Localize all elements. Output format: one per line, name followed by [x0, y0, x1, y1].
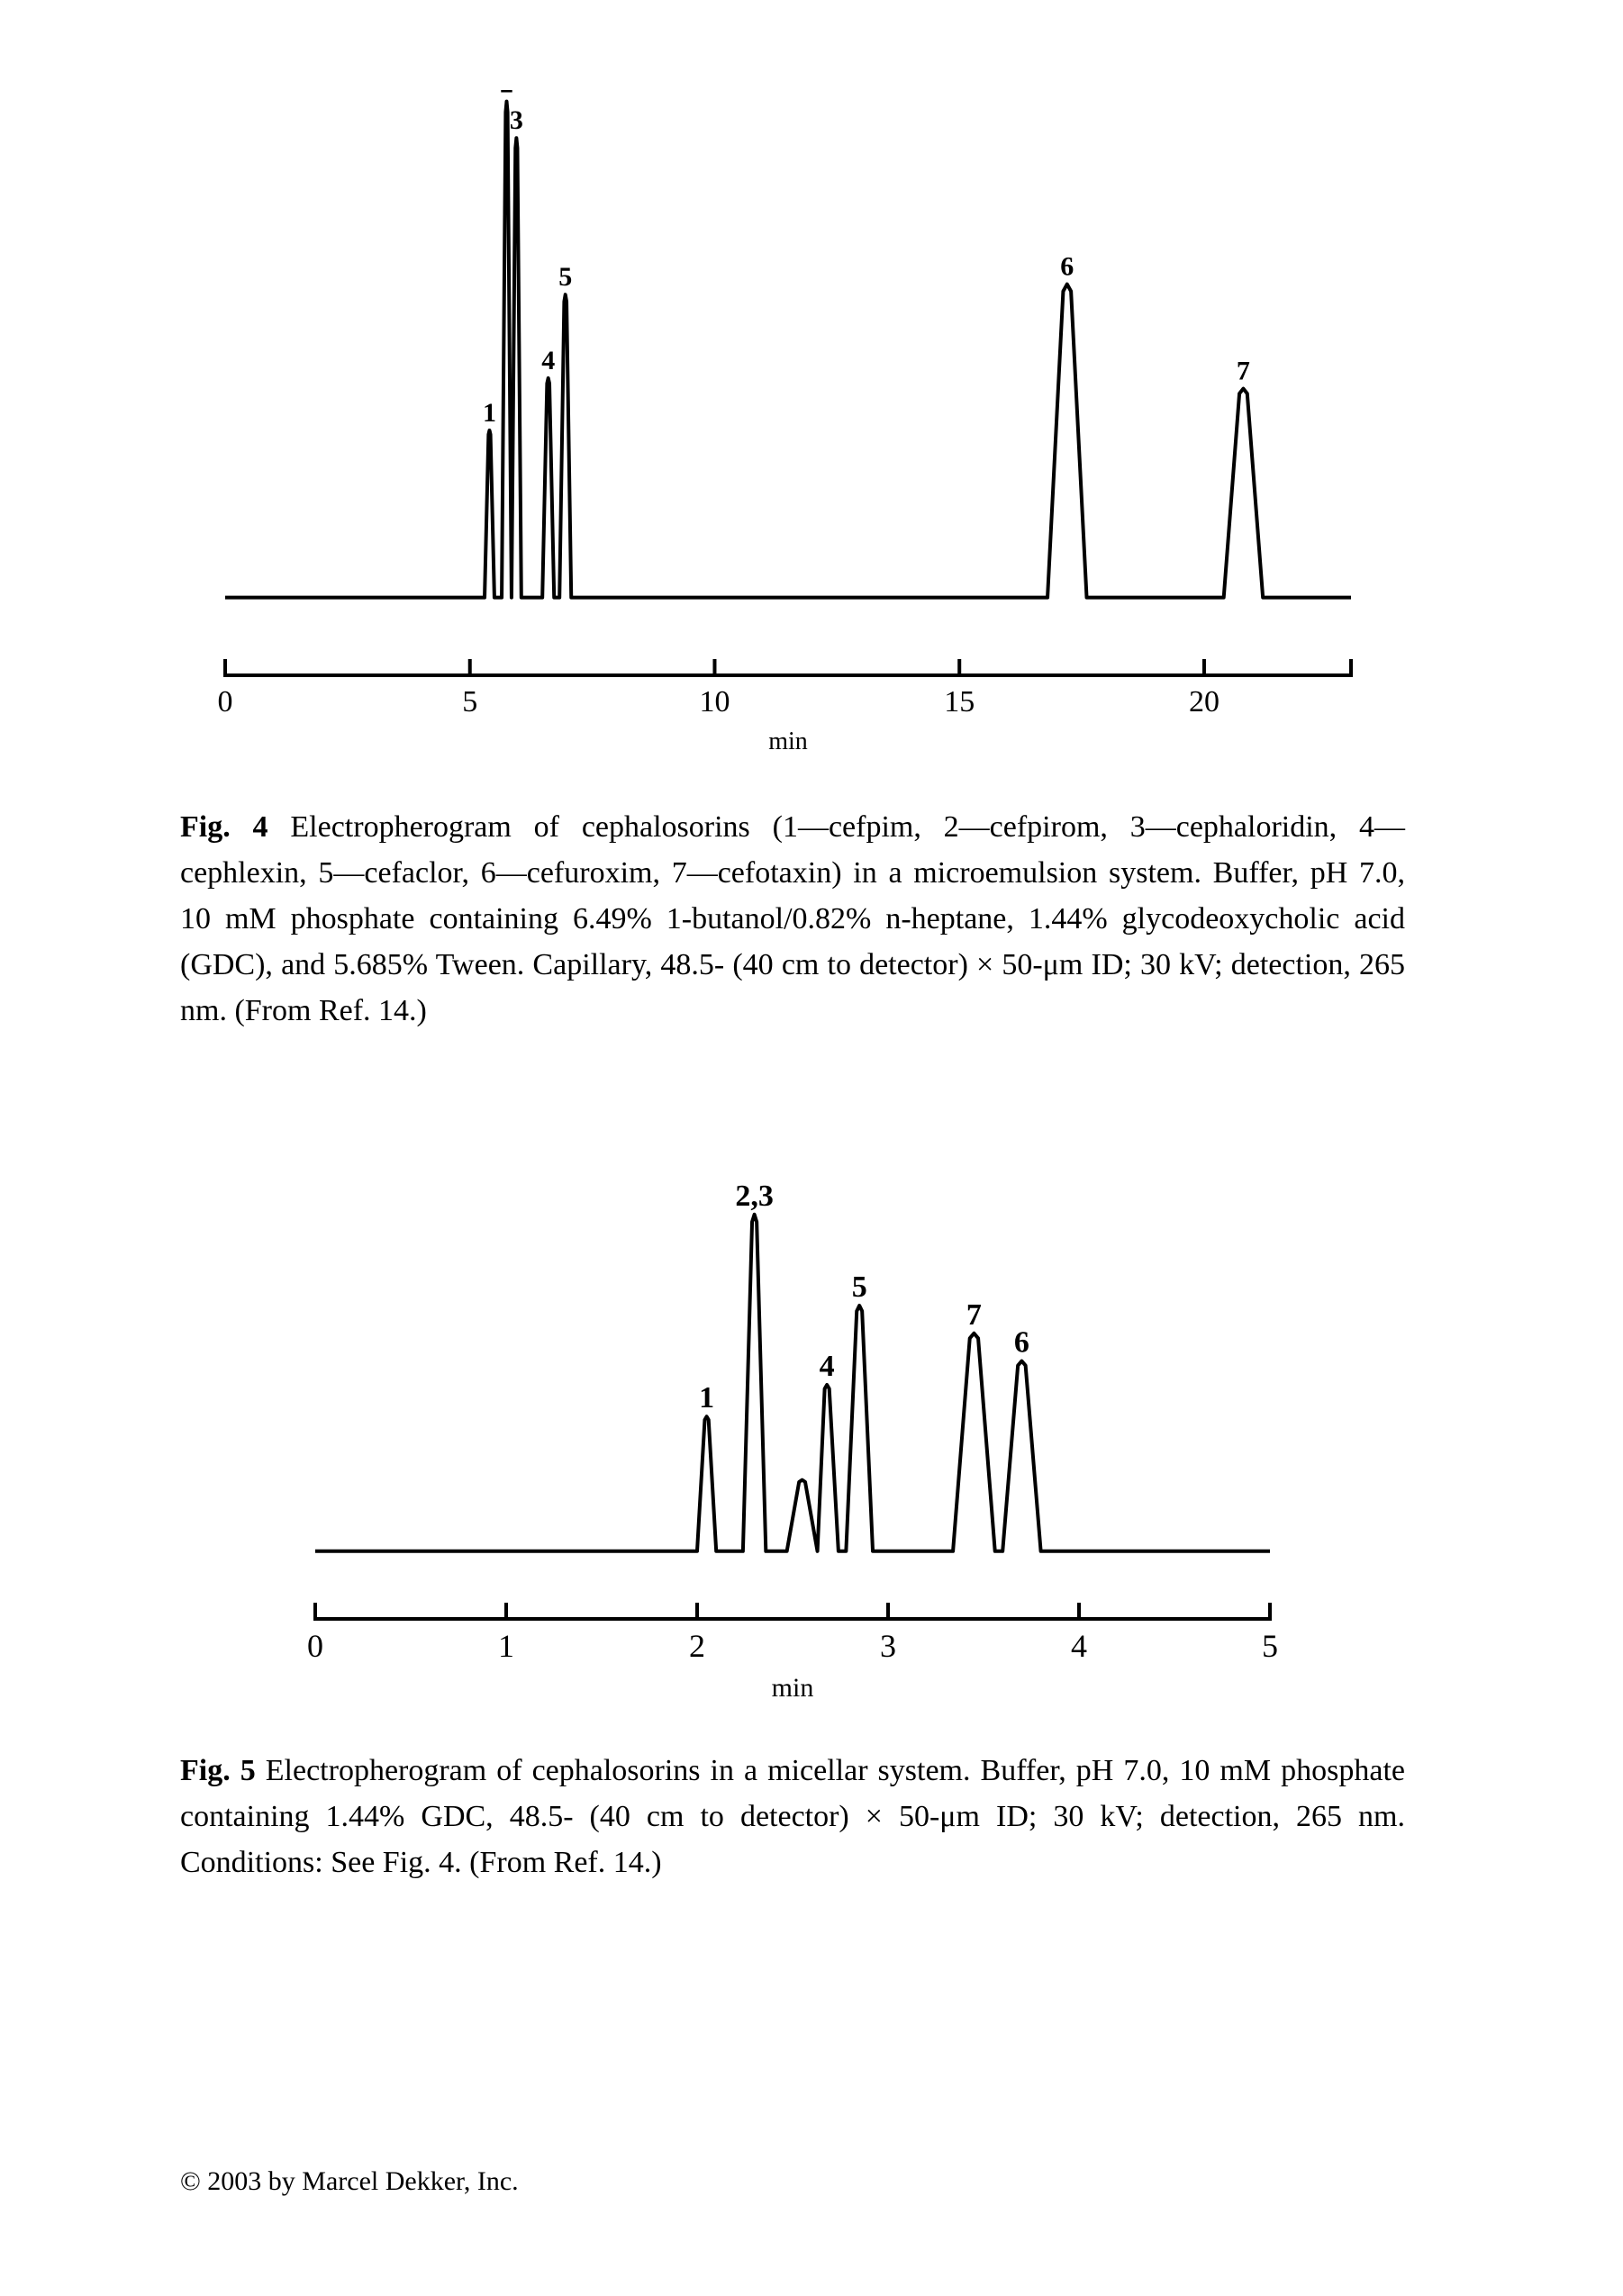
peak-label: 5 [558, 262, 572, 292]
peak-label: 3 [510, 105, 523, 135]
x-tick-label: 15 [944, 685, 975, 719]
peak-label: 7 [1237, 357, 1250, 386]
x-tick-label: 1 [498, 1628, 514, 1664]
peak-label: 2 [500, 90, 513, 99]
fig5-chart: 1 2,3 4 5 76 0 1 2 3 4 5 min [270, 1160, 1315, 1722]
fig5-caption: Fig. 5 Electropherogram of cephalosorins… [180, 1748, 1405, 1885]
fig4-svg: 1 2 3 4 5 6 7 0 5 10 15 20 min [198, 90, 1387, 774]
x-tick-label: 5 [462, 685, 477, 719]
chromatogram-trace [225, 102, 1351, 598]
x-axis-line [225, 659, 1351, 675]
x-tick-label: 0 [218, 685, 233, 719]
peak-label: 4 [820, 1350, 835, 1383]
x-axis-label: min [768, 728, 808, 755]
fig5-caption-bold: Fig. 5 [180, 1754, 256, 1787]
peak-label: 5 [852, 1270, 867, 1304]
peak-label: 1 [483, 398, 496, 428]
x-tick-label: 2 [689, 1628, 705, 1664]
peak-label: 4 [541, 346, 555, 375]
copyright-text: © 2003 by Marcel Dekker, Inc. [180, 2166, 519, 2197]
peak-label: 1 [699, 1381, 714, 1415]
x-tick-label: 10 [699, 685, 730, 719]
peak-label: 6 [1060, 252, 1074, 282]
x-tick-label: 20 [1189, 685, 1220, 719]
x-tick-label: 4 [1071, 1628, 1087, 1664]
fig5-svg: 1 2,3 4 5 76 0 1 2 3 4 5 min [270, 1160, 1315, 1718]
fig4-caption-bold: Fig. 4 [180, 810, 268, 844]
x-tick-label: 3 [880, 1628, 896, 1664]
chromatogram-trace [315, 1215, 1270, 1551]
x-tick-label: 5 [1262, 1628, 1278, 1664]
x-axis-label: min [772, 1673, 814, 1703]
peak-label: 7 [966, 1298, 982, 1332]
peak-label: 2,3 [735, 1180, 774, 1213]
peak-label: 6 [1014, 1326, 1029, 1360]
fig4-caption: Fig. 4 Electropherogram of cephalosorins… [180, 804, 1405, 1034]
fig5-caption-text: Electropherogram of cephalosorins in a m… [180, 1754, 1405, 1879]
fig4-caption-text: Electropherogram of cephalosorins (1—cef… [180, 810, 1405, 1027]
x-tick-label: 0 [307, 1628, 323, 1664]
x-axis-line [315, 1603, 1270, 1619]
fig4-chart: 1 2 3 4 5 6 7 0 5 10 15 20 min [198, 90, 1387, 779]
